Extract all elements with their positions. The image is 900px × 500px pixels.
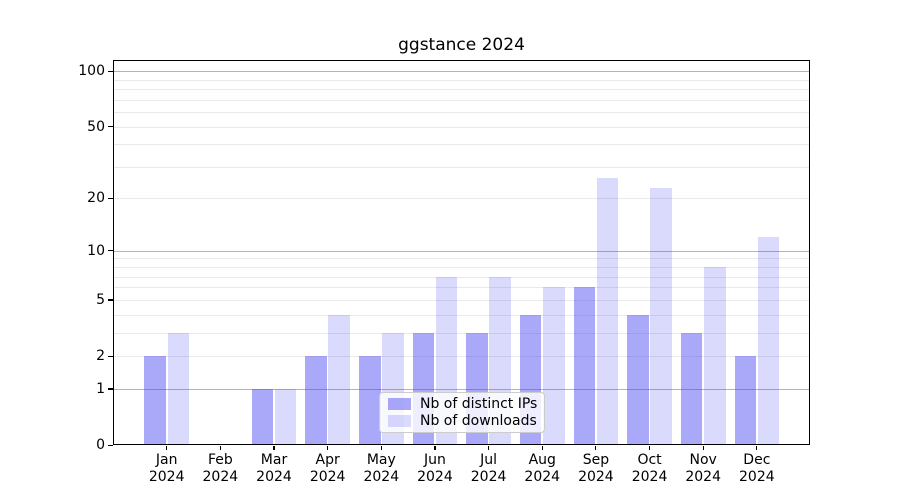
- minor-gridline: [114, 99, 809, 101]
- x-tick-label: May 2024: [346, 452, 416, 485]
- x-tick-year: 2024: [578, 468, 614, 485]
- x-tick-mark: [219, 445, 221, 450]
- x-tick-label: Apr 2024: [293, 452, 363, 485]
- bar-downloads: [650, 187, 672, 445]
- legend-swatch-distinct-ips: [388, 398, 411, 411]
- x-tick-mark: [273, 445, 275, 450]
- x-tick-label: Sep 2024: [561, 452, 631, 485]
- x-tick-label: Aug 2024: [507, 452, 577, 485]
- bar-downloads: [274, 388, 297, 445]
- minor-gridline: [114, 258, 809, 260]
- minor-gridline: [114, 356, 809, 357]
- minor-gridline: [114, 112, 809, 114]
- minor-gridline: [114, 144, 809, 146]
- bar-distinct-ips: [144, 356, 166, 445]
- legend: Nb of distinct IPs Nb of downloads: [379, 392, 545, 433]
- minor-gridline: [114, 287, 809, 289]
- bar-distinct-ips: [680, 332, 703, 445]
- bar-distinct-ips: [251, 388, 274, 445]
- bar-distinct-ips: [627, 314, 649, 445]
- x-tick-mark: [702, 445, 704, 450]
- x-tick-label: Nov 2024: [668, 452, 738, 485]
- x-tick-year: 2024: [524, 468, 561, 485]
- minor-gridline: [114, 79, 809, 81]
- bar-downloads: [328, 314, 350, 445]
- chart-title: ggstance 2024: [398, 35, 525, 55]
- x-tick-year: 2024: [148, 468, 185, 485]
- x-tick-year: 2024: [363, 468, 400, 485]
- x-tick-mark: [595, 445, 597, 450]
- bar-downloads: [596, 178, 619, 445]
- minor-gridline: [114, 198, 809, 200]
- y-tick-mark: [108, 355, 113, 357]
- bar-distinct-ips: [359, 356, 381, 445]
- x-tick-label: Dec 2024: [722, 452, 792, 485]
- y-tick-label: 2: [96, 348, 105, 364]
- x-tick-mark: [756, 445, 758, 450]
- x-tick-year: 2024: [470, 468, 507, 485]
- y-tick-mark: [108, 250, 113, 252]
- x-tick-label: Mar 2024: [239, 452, 309, 485]
- x-tick-label: Jul 2024: [454, 452, 524, 485]
- legend-item-distinct-ips: Nb of distinct IPs: [388, 396, 538, 413]
- x-tick-mark: [648, 445, 651, 450]
- x-tick-label: Feb 2024: [185, 452, 255, 485]
- bar-distinct-ips: [734, 356, 757, 445]
- legend-label-distinct-ips: Nb of distinct IPs: [420, 396, 538, 413]
- legend-label-downloads: Nb of downloads: [420, 412, 537, 429]
- y-tick-label: 10: [87, 242, 105, 259]
- major-gridline: [114, 388, 809, 390]
- bar-distinct-ips: [305, 356, 327, 445]
- x-tick-year: 2024: [309, 468, 346, 485]
- x-tick-mark: [434, 445, 436, 450]
- y-tick-mark: [108, 388, 113, 390]
- major-gridline: [114, 250, 809, 252]
- minor-gridline: [114, 332, 809, 334]
- minor-gridline: [114, 166, 809, 168]
- y-tick-mark: [108, 70, 113, 72]
- y-tick-mark: [108, 444, 113, 446]
- bar-downloads: [543, 287, 565, 445]
- bar-downloads: [704, 267, 726, 445]
- x-tick-year: 2024: [417, 468, 453, 485]
- minor-gridline: [114, 276, 809, 278]
- x-tick-label: Oct 2024: [615, 452, 685, 485]
- y-tick-label: 100: [78, 63, 105, 80]
- y-tick-mark: [108, 299, 113, 301]
- minor-gridline: [114, 314, 809, 316]
- x-tick-year: 2024: [202, 468, 239, 485]
- minor-gridline: [114, 126, 809, 128]
- x-tick-year: 2024: [631, 468, 668, 485]
- x-tick-label: Jan 2024: [132, 452, 202, 485]
- minor-gridline: [114, 299, 809, 301]
- bar-downloads: [167, 332, 189, 445]
- y-tick-label: 5: [96, 291, 105, 308]
- y-tick-mark: [108, 126, 113, 128]
- y-tick-label: 50: [87, 118, 105, 135]
- y-tick-label: 20: [87, 190, 105, 207]
- y-tick-label: 0: [96, 437, 105, 453]
- minor-gridline: [114, 267, 809, 269]
- legend-swatch-downloads: [388, 414, 411, 427]
- bar-downloads: [757, 237, 780, 445]
- x-tick-label: Jun 2024: [400, 452, 470, 485]
- x-tick-mark: [166, 445, 168, 450]
- x-tick-mark: [327, 445, 329, 450]
- x-tick-year: 2024: [685, 468, 721, 485]
- x-tick-mark: [541, 445, 543, 450]
- y-tick-label: 1: [96, 380, 105, 397]
- x-tick-mark: [380, 445, 382, 450]
- y-tick-mark: [108, 197, 113, 200]
- legend-item-downloads: Nb of downloads: [388, 412, 537, 429]
- major-gridline: [114, 71, 809, 73]
- x-tick-year: 2024: [739, 468, 775, 485]
- x-tick-mark: [488, 445, 490, 450]
- bar-distinct-ips: [573, 287, 596, 445]
- x-tick-year: 2024: [256, 468, 292, 485]
- minor-gridline: [114, 89, 809, 91]
